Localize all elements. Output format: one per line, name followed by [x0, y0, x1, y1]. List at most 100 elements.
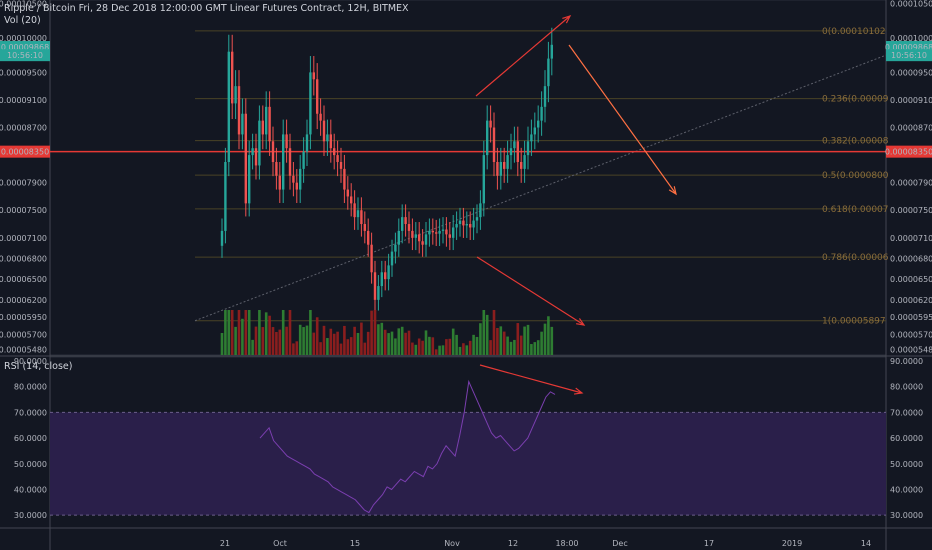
candle-body — [231, 51, 234, 104]
candle-body — [265, 106, 268, 135]
candle-body — [326, 134, 329, 142]
volume-bar — [353, 326, 356, 355]
volume-bar — [404, 332, 407, 355]
price-tick-left: 0.00009100 — [0, 96, 47, 105]
fib-level-label: 0.382(0.00008 — [822, 137, 889, 147]
volume-bar — [468, 340, 472, 355]
candle-body — [350, 196, 353, 204]
volume-bar — [451, 328, 455, 355]
candle-body — [292, 175, 295, 183]
volume-bar — [298, 324, 302, 355]
volume-bar — [445, 339, 448, 355]
volume-bar — [383, 329, 387, 355]
volume-label: Vol (20) — [4, 15, 41, 26]
rsi-tick-left: 50.0000 — [14, 460, 47, 469]
fib-level-label: 0.236(0.00009 — [822, 95, 889, 105]
volume-bar — [224, 310, 227, 355]
candle-body — [509, 148, 513, 156]
volume-bar — [312, 332, 316, 355]
candle-body — [537, 120, 540, 128]
candle-body — [353, 203, 356, 218]
candle-body — [513, 141, 516, 149]
rsi-tick-right: 70.0000 — [890, 408, 923, 417]
time-tick: Dec — [612, 539, 627, 548]
volume-bar — [292, 343, 295, 355]
volume-bar — [519, 335, 523, 355]
rsi-tick-right: 50.0000 — [890, 460, 923, 469]
volume-bar — [479, 323, 482, 355]
candle-body — [472, 220, 475, 228]
volume-bar — [417, 338, 421, 355]
candle-body — [370, 244, 373, 273]
price-tick-left: 0.00005700 — [0, 330, 47, 339]
volume-bar — [431, 337, 435, 355]
volume-bar — [230, 310, 234, 355]
candle-body — [516, 141, 519, 162]
candle-body — [339, 161, 343, 169]
candle-body — [543, 86, 547, 107]
volume-bar — [241, 318, 244, 355]
volume-bar — [261, 327, 265, 355]
volume-bar — [339, 343, 343, 355]
price-tick-right: 0.00005950 — [890, 313, 932, 322]
volume-bar — [465, 345, 469, 355]
candle-body — [394, 244, 397, 252]
price-tick-right: 0.00008700 — [890, 124, 932, 133]
volume-bar — [434, 349, 438, 355]
candle-body — [261, 120, 264, 135]
candle-body — [288, 148, 292, 176]
candle-body — [237, 86, 241, 135]
candle-body — [367, 230, 370, 245]
rsi-tick-right: 40.0000 — [890, 485, 923, 494]
candle-body — [445, 229, 448, 235]
candle-body — [401, 217, 404, 231]
candle-body — [343, 168, 346, 190]
candle-body — [295, 182, 298, 190]
price-tick-left: 0.00010000 — [0, 34, 47, 43]
volume-bar — [421, 340, 424, 355]
volume-bar — [462, 343, 465, 355]
price-label-right-box — [886, 145, 932, 158]
price-label-left-box — [0, 145, 50, 158]
price-label-left: 0.00008350 — [1, 148, 49, 157]
volume-bar — [414, 344, 418, 355]
volume-bar — [448, 338, 452, 355]
candle-body — [411, 230, 414, 238]
volume-divergence-arrow — [476, 256, 585, 326]
volume-bar — [424, 330, 428, 355]
price-tick-right: 0.00005480 — [890, 345, 932, 354]
price-tick-left: 0.00007500 — [0, 206, 47, 215]
fib-level-label: 0.618(0.00007 — [822, 205, 889, 215]
volume-bar — [485, 314, 489, 355]
candle-body — [244, 113, 247, 204]
volume-bar — [482, 310, 486, 355]
volume-bar — [499, 326, 503, 355]
volume-bar — [377, 324, 380, 355]
candle-body — [224, 161, 227, 231]
candle-body — [282, 134, 285, 190]
rsi-band — [50, 412, 886, 516]
volume-bar — [360, 322, 363, 355]
rsi-tick-left: 40.0000 — [14, 485, 47, 494]
volume-bar — [254, 326, 258, 355]
volume-bar — [523, 326, 526, 355]
volume-bar — [516, 323, 520, 355]
rsi-label: RSI (14, close) — [4, 361, 73, 372]
volume-bar — [397, 328, 401, 355]
volume-bar — [472, 334, 475, 355]
volume-bar — [264, 312, 268, 355]
price-tick-left: 0.00006200 — [0, 296, 47, 305]
volume-bar — [322, 325, 326, 355]
volume-bar — [251, 339, 254, 355]
candle-body — [387, 265, 390, 280]
volume-bar — [536, 340, 540, 355]
volume-bar — [234, 326, 237, 355]
candle-body — [227, 51, 230, 162]
volume-bar — [458, 346, 462, 355]
candle-body — [533, 127, 536, 135]
volume-bar — [475, 336, 479, 355]
price-label-left-box — [0, 49, 50, 62]
volume-bar — [363, 342, 367, 355]
candle-body — [258, 120, 261, 166]
